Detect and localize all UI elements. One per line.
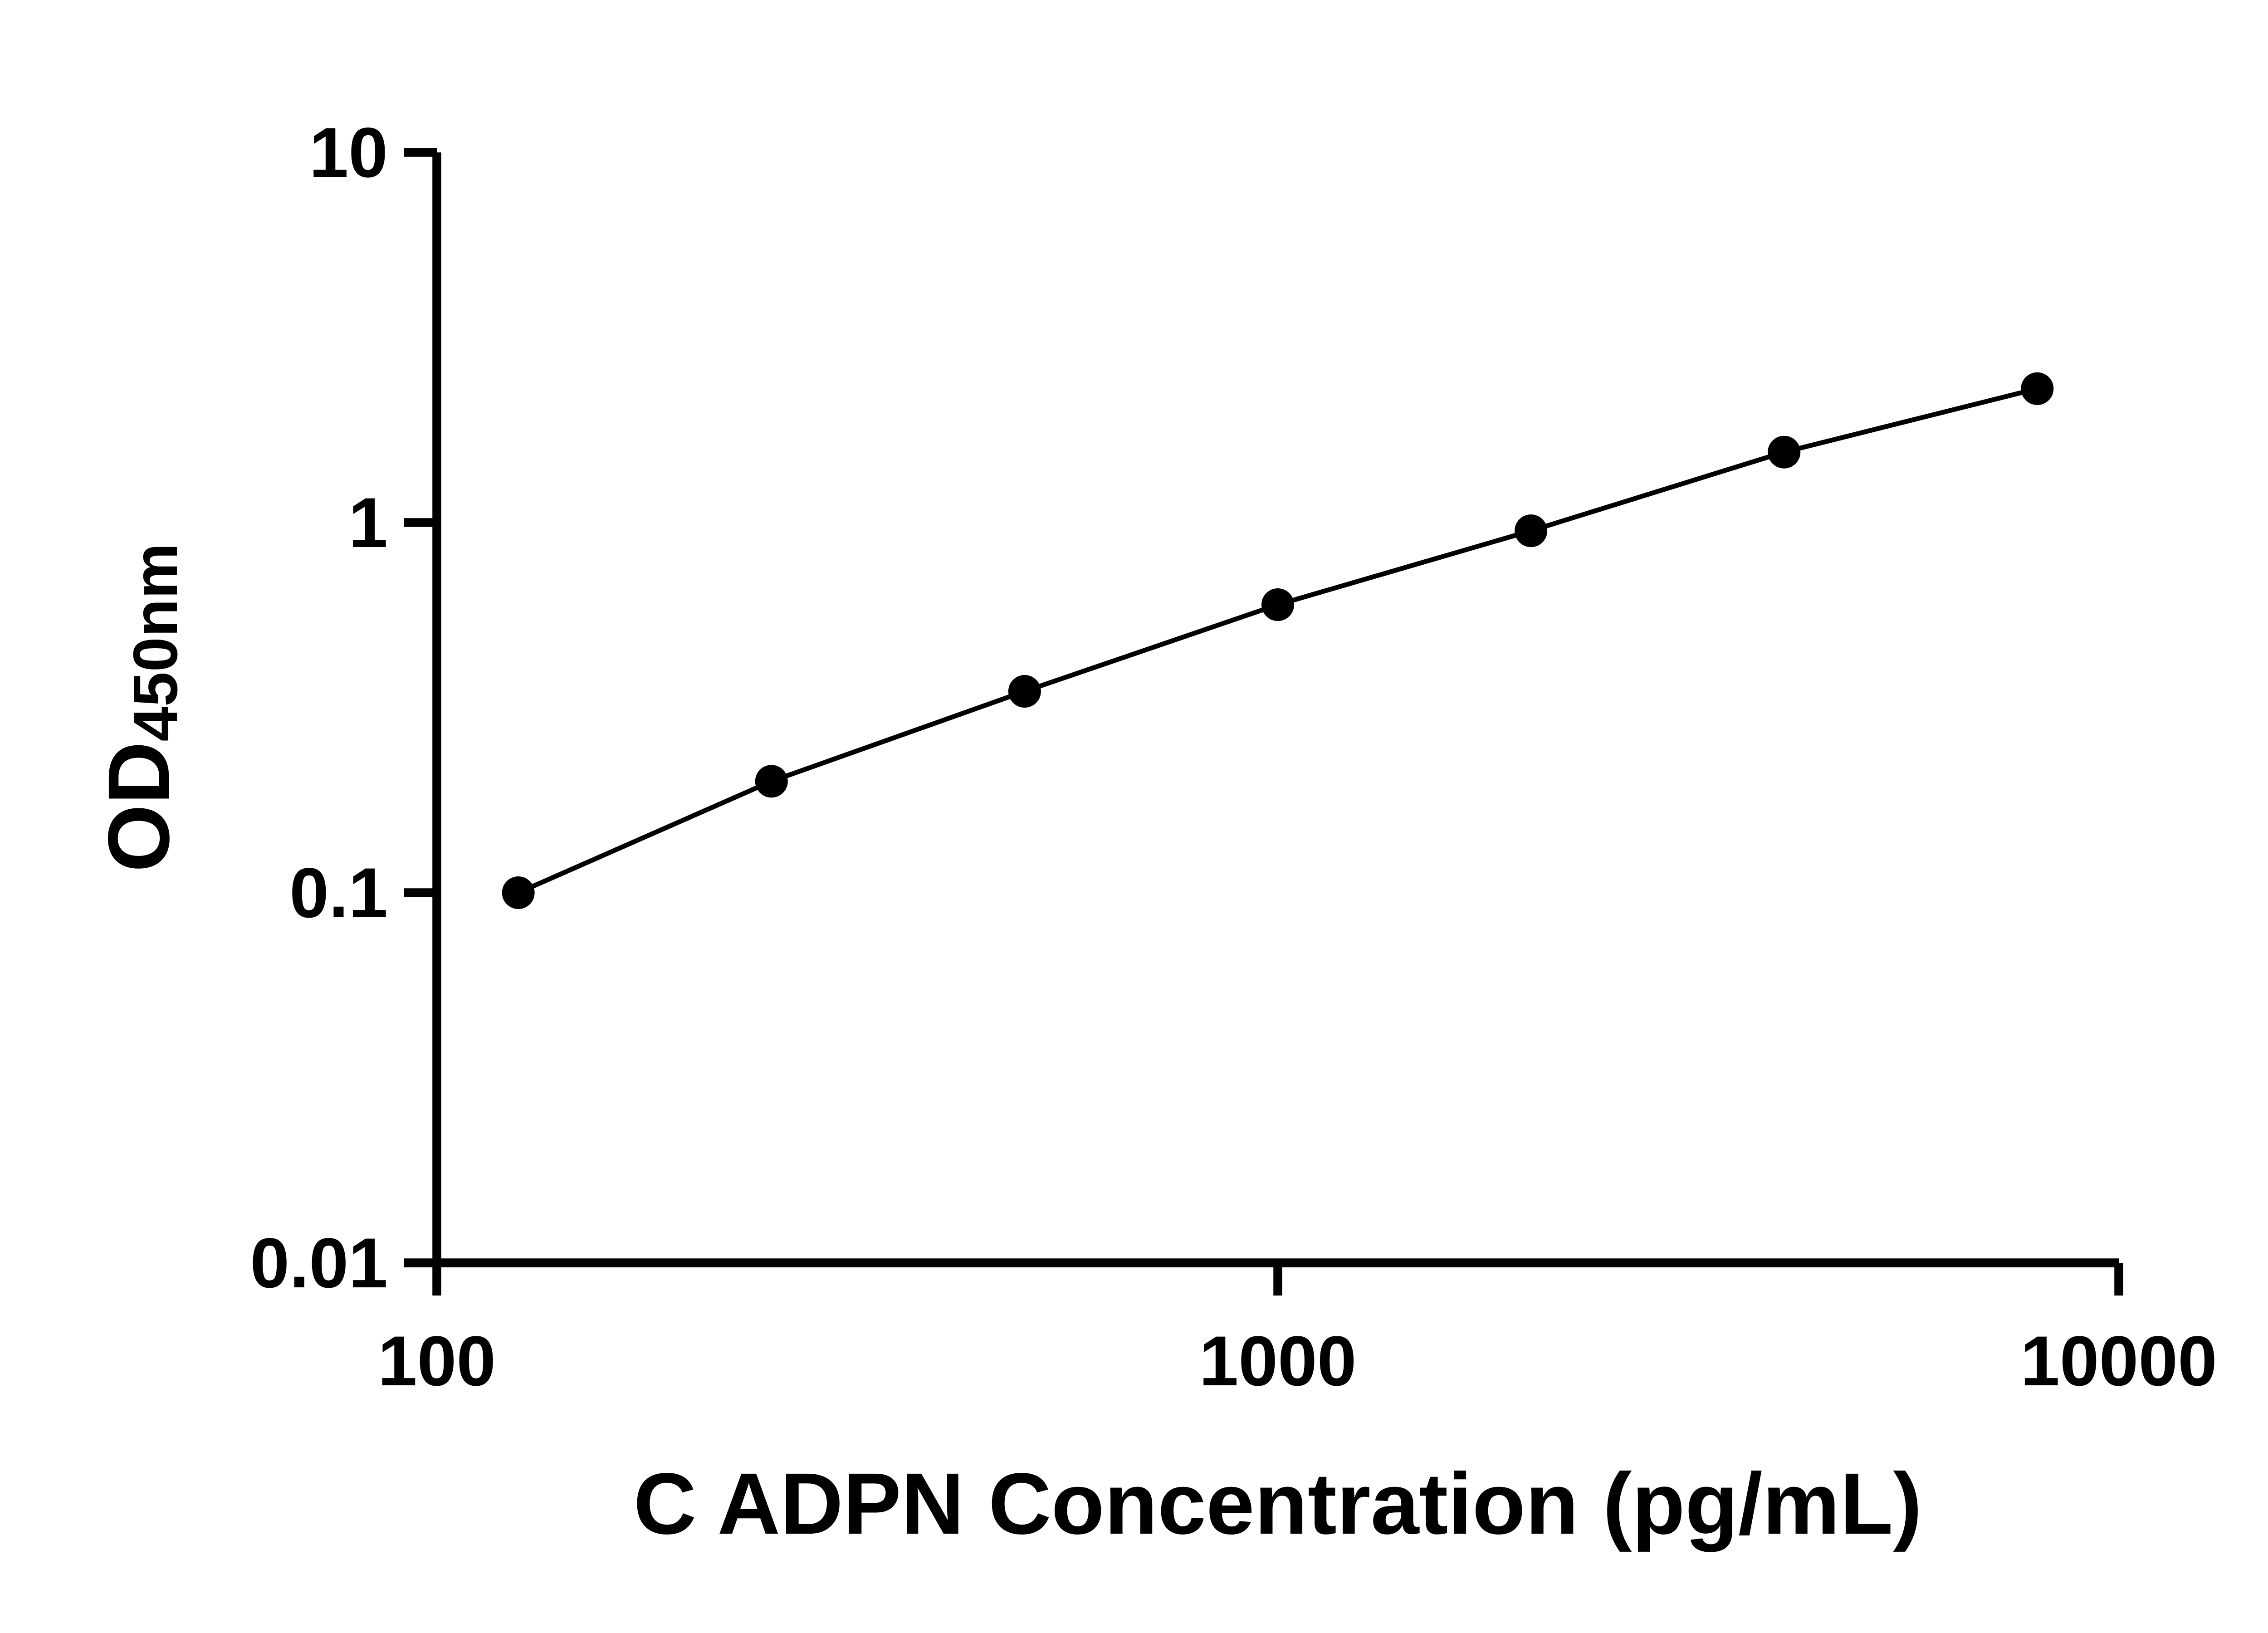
data-point xyxy=(1768,435,1801,469)
x-tick-label: 10000 xyxy=(2020,1322,2217,1401)
data-point xyxy=(2021,372,2054,405)
data-series xyxy=(502,372,2054,909)
x-tick-label: 1000 xyxy=(1199,1322,1356,1401)
data-point xyxy=(502,876,535,909)
y-axis-title-subscript: 450nm xyxy=(120,543,191,742)
tick-marks xyxy=(404,148,2123,1296)
axes xyxy=(432,152,2119,1267)
series-line xyxy=(517,386,2038,895)
y-axis-title: OD 450nm xyxy=(88,367,197,1048)
x-axis-title: C ADPN Concentration (pg/mL) xyxy=(633,1455,1922,1553)
x-tick-label: 100 xyxy=(378,1322,496,1401)
data-point xyxy=(1515,514,1548,548)
y-tick-label: 10 xyxy=(309,113,388,192)
data-point xyxy=(1008,675,1041,708)
tick-labels: 10 1 0.1 0.01 100 1000 10000 xyxy=(250,113,2217,1401)
y-tick-label: 0.01 xyxy=(250,1224,388,1303)
y-axis-title-main: OD xyxy=(90,741,188,872)
axis-lines xyxy=(432,152,2119,1267)
y-tick-label: 1 xyxy=(348,484,388,562)
data-point xyxy=(1261,588,1294,621)
data-point xyxy=(755,765,788,798)
y-tick-label: 0.1 xyxy=(289,854,388,933)
